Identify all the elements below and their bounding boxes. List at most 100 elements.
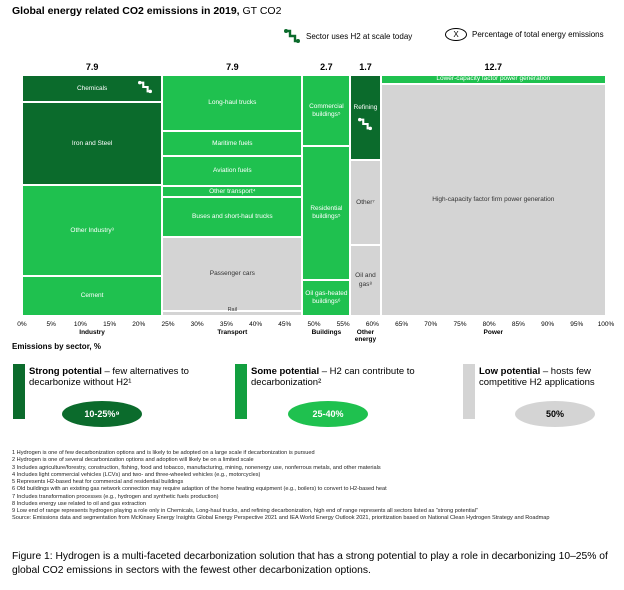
sector-total-industry: 7.9	[85, 62, 99, 72]
segment-passenger-cars: Passenger cars	[162, 236, 303, 312]
sector-total-other-energy: 1.7	[359, 62, 372, 72]
x-tick-label: 35%	[219, 321, 233, 328]
chart-title-main: Global energy related CO2 emissions in 2…	[12, 5, 240, 17]
footnote: 4 Includes light commercial vehicles (LC…	[12, 471, 261, 478]
x-tick-label: 60%	[365, 321, 379, 328]
segment-cement: Cement	[22, 276, 163, 316]
segment-label: Cement	[80, 292, 104, 300]
low-potential-desc: – hosts few competitive H2 applications	[479, 366, 595, 389]
x-tick-label: 45%	[278, 321, 292, 328]
segment-other-transport: Other transport⁴	[162, 186, 303, 198]
x-tick-label: 25%	[161, 321, 175, 328]
footnote: 1 Hydrogen is one of few decarbonization…	[12, 450, 315, 456]
chart-title-unit: GT CO2	[239, 5, 282, 17]
footnote: 6 Old buildings with an existing gas net…	[12, 486, 387, 493]
segment-rail: Rail	[162, 307, 303, 316]
segment-residential-buildings: Residential buildings⁵	[302, 146, 351, 281]
segment-label: Chemicals	[76, 84, 108, 92]
legend-pct: X Percentage of total energy emissions	[445, 28, 604, 41]
footnote-source: Source: Emissions data and segmentation …	[12, 515, 550, 522]
segment-label: Other Industry³	[70, 226, 114, 234]
segment-other: Other⁷	[350, 160, 381, 246]
h2-pipe-icon	[284, 29, 300, 43]
sector-total-transport: 7.9	[226, 62, 239, 72]
segment-label: Long-haul trucks	[208, 99, 257, 107]
x-tick-label: 70%	[424, 321, 438, 328]
segment-label: Lower-capacity factor power generation	[436, 75, 551, 83]
segment-label: Other transport⁴	[209, 187, 256, 195]
footnote: 3 Includes agriculture/forestry, constru…	[12, 464, 381, 471]
segment-label: Other⁷	[356, 198, 375, 206]
legend-pct-label: Percentage of total energy emissions	[472, 30, 604, 39]
footnote: 2 Hydrogen is one of several decarboniza…	[12, 457, 254, 464]
segment-label: Aviation fuels	[213, 167, 252, 175]
footnote: 8 Includes energy use related to oil and…	[12, 500, 147, 507]
footnote: 9 Low end of range represents hydrogen p…	[12, 508, 478, 515]
segment-label: Commercial buildings⁵	[309, 102, 344, 118]
x-tick-label: 80%	[482, 321, 496, 328]
segment-oil-gas-heated-buildings: Oil gas-heated buildings⁶	[302, 280, 351, 316]
segment-label: High-capacity factor firm power generati…	[432, 195, 555, 203]
some-potential-desc: – H2 can contribute to decarbonization²	[251, 366, 415, 389]
footnotes: 1 Hydrogen is one of few decarbonization…	[12, 450, 617, 523]
sector-total-buildings: 2.7	[320, 62, 333, 72]
x-tick-label: 85%	[511, 321, 525, 328]
strong-potential-pct: 10-25%⁹	[62, 401, 142, 427]
pct-symbol: X	[445, 28, 467, 41]
segment-other-industry: Other Industry³	[22, 184, 163, 277]
segment-label: Passenger cars	[209, 269, 255, 277]
legend-h2: Sector uses H2 at scale today	[283, 28, 412, 44]
footnote: 5 Represents H2-based heat for commercia…	[12, 479, 184, 486]
segment-refining: Refining	[350, 75, 381, 161]
some-potential-pct: 25-40%	[288, 401, 368, 427]
figure-caption: Figure 1: Hydrogen is a multi-faceted de…	[12, 551, 608, 576]
legend-h2-label: Sector uses H2 at scale today	[306, 31, 413, 41]
segment-chemicals: Chemicals	[22, 75, 163, 103]
strong-potential-desc: – few alternatives to decarbonize withou…	[29, 366, 189, 389]
sector-name-power: Power	[483, 329, 504, 336]
x-tick-label: 5%	[46, 321, 56, 328]
segment-aviation-fuels: Aviation fuels	[162, 155, 303, 187]
strong-potential-title: Strong potential	[29, 366, 102, 377]
segment-label: Refining	[353, 104, 378, 112]
some-potential-bar	[235, 364, 247, 419]
segment-label: Rail	[227, 307, 238, 314]
some-potential-title: Some potential	[251, 366, 320, 377]
low-potential-pct: 50%	[515, 401, 595, 427]
x-tick-label: 10%	[73, 321, 87, 328]
segment-buses-and-short-haul-trucks: Buses and short-haul trucks	[162, 197, 303, 237]
segment-iron-and-steel: Iron and Steel	[22, 102, 163, 185]
segment-label: Oil and gas⁸	[355, 272, 376, 288]
segment-label: Oil gas-heated buildings⁶	[305, 290, 348, 306]
low-potential-bar	[463, 364, 475, 419]
low-potential-title: Low potential	[479, 366, 541, 377]
footnote: 7 Includes transformation processes (e.g…	[12, 493, 219, 500]
sector-name-transport: Transport	[217, 329, 248, 336]
x-tick-label: 50%	[307, 321, 321, 328]
x-tick-label: 90%	[541, 321, 555, 328]
sector-name-other-energy: Other energy	[354, 329, 377, 344]
x-tick-label: 95%	[570, 321, 584, 328]
sector-name-buildings: Buildings	[311, 329, 342, 336]
segment-oil-and-gas: Oil and gas⁸	[350, 245, 381, 316]
x-tick-label: 100%	[597, 321, 615, 328]
x-tick-label: 30%	[190, 321, 204, 328]
h2-pipe-icon	[358, 117, 373, 130]
segment-high-capacity-factor-firm-power-generation: High-capacity factor firm power generati…	[380, 83, 606, 316]
segment-lower-capacity-factor-power-generation: Lower-capacity factor power generation	[380, 75, 606, 84]
axis-title: Emissions by sector, %	[12, 342, 101, 351]
segment-long-haul-trucks: Long-haul trucks	[162, 75, 303, 132]
some-potential-text: Some potential – H2 can contribute to de…	[251, 366, 441, 389]
segment-commercial-buildings: Commercial buildings⁵	[302, 75, 351, 147]
segment-maritime-fuels: Maritime fuels	[162, 131, 303, 156]
x-tick-label: 55%	[336, 321, 350, 328]
chart-title: Global energy related CO2 emissions in 2…	[12, 5, 281, 17]
segment-label: Buses and short-haul trucks	[192, 212, 273, 220]
low-potential-text: Low potential – hosts few competitive H2…	[479, 366, 619, 389]
marimekko-chart: 7.9 Chemicals Iron and Steel Other Industry…	[17, 62, 615, 344]
sector-total-power: 12.7	[484, 62, 503, 72]
segment-label: Residential buildings⁵	[310, 205, 343, 221]
x-tick-label: 0%	[17, 321, 27, 328]
segment-label: Iron and Steel	[71, 139, 113, 147]
x-tick-label: 40%	[249, 321, 263, 328]
